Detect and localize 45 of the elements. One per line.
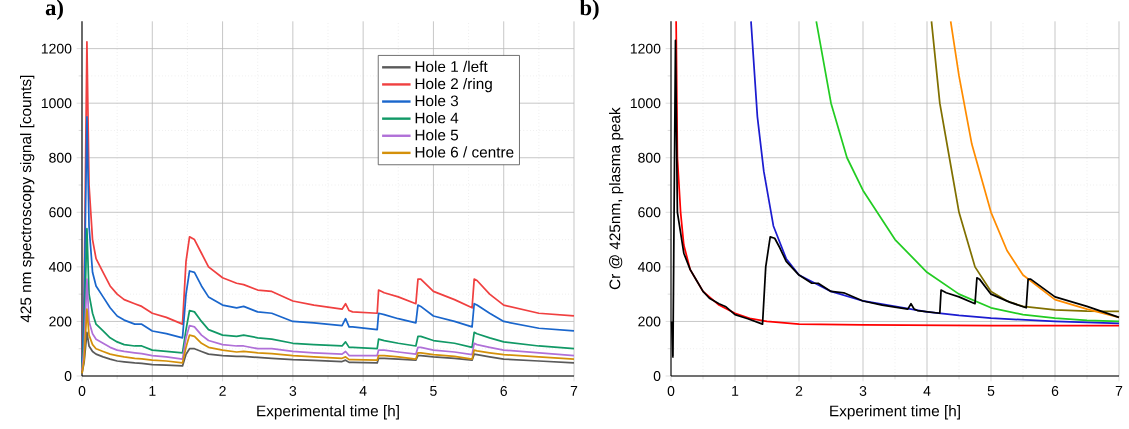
x-tick-label: 1	[149, 386, 156, 396]
line-series	[815, 20, 1120, 323]
y-tick-label: 0	[653, 371, 661, 381]
x-tick-label: 3	[289, 386, 297, 396]
y-axis-title: Cr @ 425nm, plasma peak	[609, 107, 624, 290]
y-tick-label: 600	[638, 207, 661, 218]
x-tick-label: 3	[859, 386, 867, 396]
x-axis-title: Experimental time [h]	[257, 405, 399, 420]
x-tick-label: 1	[732, 386, 739, 396]
x-tick-label: 7	[570, 386, 578, 396]
chart-title: a)	[45, 0, 63, 20]
x-tick-label: 2	[219, 386, 226, 396]
x-tick-label: 6	[1051, 386, 1059, 396]
x-tick-label: 6	[500, 386, 507, 396]
x-tick-label: 4	[359, 386, 367, 396]
legend-label: Hole 6 / centre	[415, 146, 514, 158]
y-tick-label: 1000	[41, 98, 72, 109]
y-tick-label: 600	[49, 207, 72, 218]
line-series	[750, 20, 1120, 325]
legend-label: Hole 3	[415, 94, 459, 107]
y-tick-label: 0	[64, 371, 72, 381]
chart-title: b)	[579, 0, 599, 20]
x-tick-label: 5	[987, 386, 995, 396]
legend-label: Hole 4	[415, 112, 459, 124]
x-tick-label: 0	[78, 386, 86, 396]
y-tick-label: 1200	[630, 43, 661, 54]
legend-label: Hole 5	[415, 129, 459, 141]
x-tick-label: 7	[1115, 386, 1123, 396]
x-tick-label: 5	[430, 386, 437, 396]
x-tick-label: 4	[923, 386, 931, 396]
x-tick-label: 0	[667, 386, 675, 396]
legend-label: Hole 1 /left	[415, 60, 488, 73]
y-tick-label: 1200	[41, 43, 72, 54]
y-tick-label: 200	[638, 316, 661, 327]
x-tick-label: 2	[795, 386, 803, 396]
y-tick-label: 400	[48, 261, 72, 272]
legend-label: Hole 2 /ring	[415, 77, 492, 93]
y-tick-label: 800	[49, 152, 72, 163]
y-tick-label: 400	[637, 261, 661, 272]
y-tick-label: 800	[638, 152, 661, 163]
y-tick-label: 1000	[630, 98, 661, 109]
y-axis-title: 425 nm spectroscopy signal [counts]	[20, 75, 35, 323]
y-tick-label: 200	[49, 316, 72, 327]
x-axis-title: Experiment time [h]	[830, 405, 960, 420]
line-series	[81, 227, 575, 369]
